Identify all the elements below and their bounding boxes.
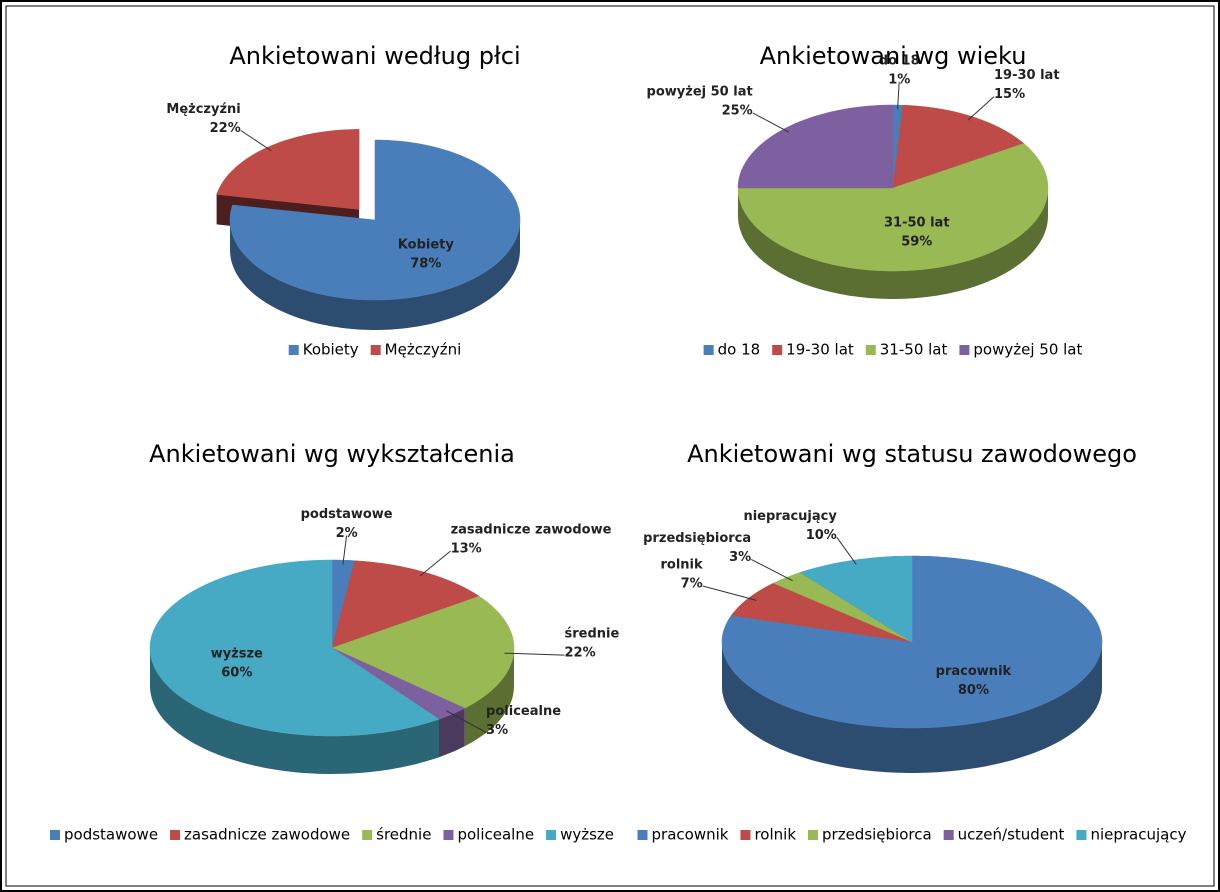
legend-label: niepracujący [1090, 826, 1186, 844]
legend-swatch [959, 345, 970, 355]
data-label-value: 22% [210, 121, 241, 136]
legend: pracownik rolnik przedsiębiorca uczeń/stude… [637, 826, 1187, 844]
leader-line [836, 537, 857, 565]
legend-label: 31-50 lat [880, 341, 948, 359]
data-label-name: Kobiety [398, 237, 455, 252]
data-label-name: 19-30 lat [994, 68, 1060, 83]
legend-swatch [288, 345, 299, 355]
legend-swatch [740, 830, 751, 840]
legend-swatch [370, 345, 381, 355]
data-label-value: 13% [451, 542, 482, 557]
data-label-name: wyższe [211, 646, 263, 661]
leader-line [897, 81, 900, 110]
data-label-value: 3% [486, 723, 508, 738]
legend-swatch [637, 830, 648, 840]
data-label-name: policealne [486, 704, 561, 719]
legend-swatch [170, 830, 181, 840]
leader-line [750, 558, 793, 582]
chart-title: Ankietowani wg wykształcenia [149, 440, 515, 468]
data-label-name: 31-50 lat [884, 215, 950, 230]
legend-swatch [546, 830, 557, 840]
legend-swatch [443, 830, 454, 840]
data-label-value: 25% [722, 103, 753, 118]
slice [149, 559, 440, 737]
chart: do 18 1% 19-30 lat 15% 31-50 lat 59% powyżej 5… [647, 53, 1083, 358]
chart-title: Ankietowani według płci [229, 42, 520, 70]
legend-label: uczeń/student [958, 826, 1065, 844]
data-label-name: przedsiębiorca [643, 531, 751, 546]
legend-swatch [865, 345, 876, 355]
data-label-value: 22% [565, 646, 596, 661]
data-label-value: 7% [681, 576, 703, 591]
legend-label: powyżej 50 lat [973, 341, 1082, 359]
legend-label: zasadnicze zawodowe [184, 826, 350, 844]
legend-label: wyższe [560, 826, 614, 844]
chart-title: Ankietowani wg statusu zawodowego [687, 440, 1137, 468]
leader-line [419, 550, 451, 577]
chart: Kobiety 78% Mężczyźni 22% Kobiety Mężczyźni [166, 102, 521, 359]
legend-label: pracownik [652, 826, 729, 844]
leader-line [752, 112, 790, 133]
data-label-value: 2% [336, 526, 358, 541]
leader-line [342, 535, 348, 565]
data-label-name: zasadnicze zawodowe [451, 523, 612, 538]
data-label-value: 59% [901, 234, 932, 249]
data-label-value: 10% [806, 528, 837, 543]
legend-label: policealne [457, 826, 534, 844]
data-label-value: 60% [221, 665, 252, 680]
data-label-value: 80% [958, 683, 989, 698]
legend-label: podstawowe [64, 826, 158, 844]
slice-side [738, 188, 1048, 299]
chart-title: Ankietowani wg wieku [760, 42, 1027, 70]
data-label-name: rolnik [661, 557, 704, 572]
leader-line [240, 130, 272, 152]
leader-line [967, 96, 995, 121]
data-label-name: podstawowe [301, 507, 393, 522]
slice [737, 143, 1049, 272]
data-label-value: 78% [410, 256, 441, 271]
data-label-value: 15% [994, 87, 1025, 102]
data-label-value: 1% [888, 72, 910, 87]
data-label-name: powyżej 50 lat [647, 84, 753, 99]
legend-label: do 18 [718, 341, 761, 359]
chart: pracownik 80% rolnik 7% przedsiębiorca 3% niep… [637, 509, 1187, 844]
legend-swatch [943, 830, 954, 840]
legend-swatch [808, 830, 819, 840]
inner-border [5, 5, 1215, 887]
data-label-value: 3% [729, 550, 751, 565]
legend-label: Kobiety [303, 341, 359, 359]
legend-label: średnie [376, 826, 431, 844]
slice-side [150, 648, 439, 774]
slice-side [439, 708, 465, 758]
legend-label: Mężczyźni [385, 341, 462, 359]
legend: do 18 19-30 lat 31-50 lat powyżej 50 lat [703, 341, 1082, 359]
legend-swatch [772, 345, 783, 355]
slice-side [464, 648, 514, 747]
leader-line [702, 585, 757, 601]
slice-side [230, 220, 520, 330]
leader-line [504, 652, 565, 656]
legend-swatch [49, 830, 60, 840]
legend-swatch [362, 830, 373, 840]
legend: podstawowe zasadnicze zawodowe średnie poli… [49, 826, 614, 844]
chart: podstawowe 2% zasadnicze zawodowe 13% średni… [49, 507, 620, 844]
data-label-name: Mężczyźni [166, 102, 240, 117]
leader-line [446, 710, 487, 733]
legend-label: 19-30 lat [786, 341, 854, 359]
legend-label: przedsiębiorca [822, 826, 932, 844]
legend-swatch [1076, 830, 1087, 840]
legend-swatch [703, 345, 714, 355]
slice [229, 139, 521, 301]
data-label-name: niepracujący [743, 509, 837, 524]
data-label-name: do 18 [879, 53, 920, 68]
data-label-name: średnie [565, 627, 620, 642]
legend-label: rolnik [754, 826, 796, 844]
data-label-name: pracownik [936, 664, 1012, 679]
slice-side [722, 642, 1102, 773]
legend: Kobiety Mężczyźni [288, 341, 462, 359]
